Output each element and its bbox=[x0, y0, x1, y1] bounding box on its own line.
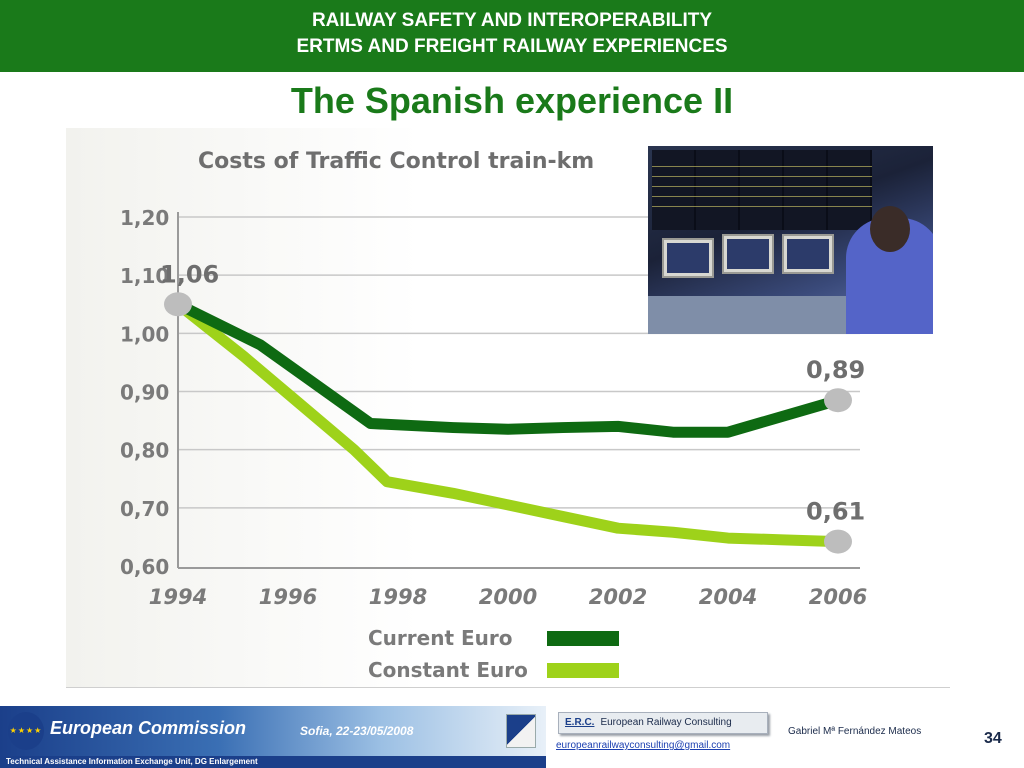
legend-label: Current Euro bbox=[368, 626, 512, 650]
chart-title: Costs of Traffic Control train-km bbox=[198, 149, 594, 174]
data-point-marker bbox=[824, 529, 852, 554]
data-point-marker bbox=[824, 388, 852, 413]
footer: ★★★★ European Commission Sofia, 22-23/05… bbox=[0, 706, 1024, 768]
eu-stars-logo: ★★★★ bbox=[8, 712, 44, 750]
ec-name: European Commission bbox=[50, 718, 247, 738]
figure-bottom-rule bbox=[66, 687, 950, 688]
chart-series bbox=[172, 298, 844, 548]
erc-abbreviation: E.R.C. bbox=[565, 717, 595, 728]
eu-flag-icon bbox=[506, 714, 536, 748]
legend-swatch bbox=[547, 631, 619, 646]
x-tick-label: 2004 bbox=[699, 585, 757, 609]
y-tick-label: 0,90 bbox=[120, 381, 169, 405]
chart-legend: Current Euro Constant Euro bbox=[368, 626, 619, 682]
photo-track-diagram bbox=[652, 166, 872, 216]
erc-email-link[interactable]: europeanrailwayconsulting@gmail.com bbox=[556, 740, 731, 751]
photo-operator-head bbox=[870, 206, 910, 252]
photo-monitor bbox=[662, 238, 714, 278]
photo-monitor bbox=[722, 234, 774, 274]
y-tick-label: 0,80 bbox=[120, 439, 169, 463]
photo-monitor bbox=[782, 234, 834, 274]
control-room-photo bbox=[648, 146, 933, 334]
ec-subtitle: Technical Assistance Information Exchang… bbox=[0, 756, 546, 768]
data-point-marker bbox=[164, 292, 192, 317]
data-label: 0,61 bbox=[806, 498, 865, 526]
event-date: Sofia, 22-23/05/2008 bbox=[300, 724, 414, 738]
header-bar: RAILWAY SAFETY AND INTEROPERABILITY ERTM… bbox=[0, 0, 1024, 72]
chart-labels: Costs of Traffic Control train-km 1,20 1,1… bbox=[120, 149, 867, 609]
data-label: 1,06 bbox=[160, 260, 219, 288]
chart-axes bbox=[177, 212, 860, 569]
erc-name: European Railway Consulting bbox=[600, 717, 732, 728]
series-line-constant-euro bbox=[172, 298, 844, 548]
x-tick-label: 1996 bbox=[259, 585, 317, 609]
author-name: Gabriel Mª Fernández Mateos bbox=[788, 726, 922, 737]
header-line-2: ERTMS AND FREIGHT RAILWAY EXPERIENCES bbox=[296, 36, 728, 57]
page-number: 34 bbox=[984, 730, 1002, 747]
y-tick-label: 0,60 bbox=[120, 555, 169, 579]
header-line-1: RAILWAY SAFETY AND INTEROPERABILITY bbox=[311, 10, 713, 31]
chart-markers bbox=[164, 292, 852, 554]
x-tick-label: 2006 bbox=[809, 585, 867, 609]
y-tick-label: 0,70 bbox=[120, 497, 169, 521]
erc-badge: E.R.C. European Railway Consulting bbox=[558, 712, 768, 734]
x-tick-label: 1994 bbox=[149, 585, 207, 609]
legend-label: Constant Euro bbox=[368, 658, 528, 682]
x-tick-label: 2000 bbox=[479, 585, 537, 609]
x-tick-label: 2002 bbox=[589, 585, 647, 609]
y-tick-label: 1,10 bbox=[120, 264, 169, 288]
slide-title: The Spanish experience II bbox=[290, 80, 734, 121]
x-tick-label: 1998 bbox=[369, 585, 427, 609]
ec-banner: ★★★★ European Commission Sofia, 22-23/05… bbox=[0, 706, 546, 756]
y-tick-label: 1,20 bbox=[120, 206, 169, 230]
y-tick-label: 1,00 bbox=[120, 322, 169, 346]
data-label: 0,89 bbox=[806, 356, 865, 384]
series-line-current-euro bbox=[172, 298, 844, 438]
legend-swatch bbox=[547, 663, 619, 678]
